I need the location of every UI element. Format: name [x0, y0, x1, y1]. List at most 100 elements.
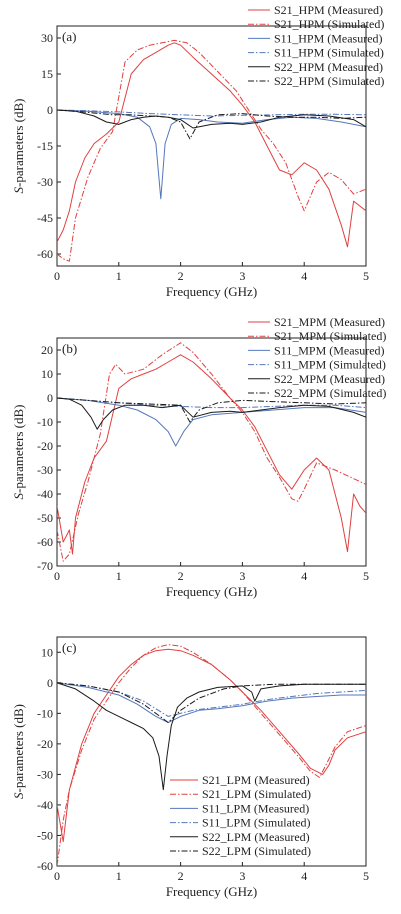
x-axis-title: Frequency (GHz)	[166, 584, 257, 599]
x-axis-title: Frequency (GHz)	[166, 284, 257, 299]
legend-label: S21_MPM (Measured)	[274, 315, 385, 329]
y-axis-title: S-parameters (dB)	[11, 704, 26, 799]
series-line-3	[57, 682, 366, 723]
plot-frame	[56, 636, 367, 867]
y-axis-title-text: -parameters (dB)	[11, 405, 26, 493]
series-line-1	[57, 354, 366, 555]
y-tick-label: -50	[37, 511, 53, 525]
legend-label: S21_LPM (Simulated)	[202, 787, 311, 801]
y-tick-label: -20	[37, 737, 53, 751]
x-tick-label: 3	[239, 569, 245, 583]
series-line-2	[57, 342, 366, 562]
y-tick-label: -20	[37, 439, 53, 453]
y-tick-label: 10	[41, 367, 53, 381]
legend-label: S21_HPM (Simulated)	[274, 17, 384, 31]
series-line-3	[57, 109, 366, 200]
legend-label: S11_HPM (Measured)	[274, 31, 383, 45]
y-axis-title: S-parameters (dB)	[11, 405, 26, 500]
y-tick-label: -10	[37, 415, 53, 429]
legend-label: S22_MPM (Measured)	[274, 372, 385, 386]
legend-label: S11_MPM (Simulated)	[274, 358, 386, 372]
legend: S21_HPM (Measured)S21_HPM (Simulated)S11…	[248, 3, 384, 88]
y-tick-label: -60	[37, 859, 53, 873]
x-tick-label: 3	[239, 869, 245, 883]
series-group	[57, 644, 366, 866]
series-group	[57, 342, 366, 562]
y-axis-title: S-parameters (dB)	[11, 99, 26, 194]
x-tick-label: 4	[301, 569, 307, 583]
x-tick-label: 0	[54, 569, 60, 583]
legend-label: S11_LPM (Measured)	[202, 801, 309, 815]
y-tick-label: -30	[37, 463, 53, 477]
panel-tag: (a)	[62, 29, 76, 44]
series-group	[57, 39, 366, 262]
y-tick-label: -30	[37, 767, 53, 781]
series-line-3	[57, 397, 366, 447]
x-tick-label: 4	[301, 269, 307, 283]
y-tick-label: -30	[37, 175, 53, 189]
series-line-1	[57, 42, 366, 248]
legend-label: S22_HPM (Measured)	[274, 60, 383, 74]
legend-label: S22_LPM (Measured)	[202, 830, 310, 844]
x-tick-label: 5	[363, 869, 369, 883]
y-tick-label: 0	[47, 676, 53, 690]
y-tick-label: -40	[37, 798, 53, 812]
chart-panel-3: 0 1 2 3 4 5 10 0 -10 -20 -30 -40 -50 -60 (c) Frequency …	[11, 636, 369, 899]
series-line-5	[57, 109, 366, 129]
x-tick-label: 1	[116, 269, 122, 283]
y-tick-label: -45	[37, 211, 53, 225]
legend-label: S11_MPM (Measured)	[274, 343, 385, 357]
y-tick-label: 10	[41, 645, 53, 659]
x-tick-label: 2	[178, 869, 184, 883]
x-tick-label: 1	[116, 869, 122, 883]
x-tick-label: 4	[301, 869, 307, 883]
legend-label: S21_HPM (Measured)	[274, 3, 383, 17]
series-line-6	[57, 397, 366, 423]
y-tick-label: -60	[37, 535, 53, 549]
x-tick-label: 5	[363, 269, 369, 283]
y-tick-label: -15	[37, 139, 53, 153]
y-tick-label: -50	[37, 828, 53, 842]
y-axis-title-symbol: S	[11, 186, 26, 193]
x-tick-label: 3	[239, 269, 245, 283]
y-tick-label: 0	[47, 391, 53, 405]
legend-label: S21_LPM (Measured)	[202, 773, 310, 787]
series-line-6	[57, 682, 366, 723]
y-axis-title-text: -parameters (dB)	[11, 99, 26, 187]
y-axis-title-symbol: S	[11, 792, 26, 799]
series-line-6	[57, 109, 366, 140]
series-line-2	[57, 644, 366, 866]
legend-label: S21_MPM (Simulated)	[274, 329, 386, 343]
panel-tag: (c)	[62, 640, 76, 655]
plot-frame	[56, 337, 367, 567]
x-tick-label: 1	[116, 569, 122, 583]
y-axis-title-symbol: S	[11, 492, 26, 499]
y-tick-label: -40	[37, 487, 53, 501]
legend-label: S11_HPM (Simulated)	[274, 46, 384, 60]
y-tick-label: -70	[37, 559, 53, 573]
y-tick-label: -10	[37, 706, 53, 720]
panel-tag: (b)	[62, 341, 77, 356]
y-tick-label: -60	[37, 247, 53, 261]
series-line-4	[57, 109, 366, 117]
legend-label: S22_MPM (Simulated)	[274, 386, 386, 400]
x-axis-title: Frequency (GHz)	[166, 884, 257, 899]
chart-panel-2: 0 1 2 3 4 5 20 10 0 -10 -20 -30 -40 -50 -60 -70 (b) Frequ…	[11, 315, 386, 599]
x-tick-label: 2	[178, 569, 184, 583]
x-tick-label: 0	[54, 869, 60, 883]
series-line-2	[57, 39, 366, 262]
x-tick-label: 0	[54, 269, 60, 283]
x-tick-label: 2	[178, 269, 184, 283]
legend: S21_LPM (Measured)S21_LPM (Simulated)S11…	[170, 773, 311, 858]
legend-label: S22_HPM (Simulated)	[274, 74, 384, 88]
y-tick-label: 30	[41, 31, 53, 45]
legend-label: S22_LPM (Simulated)	[202, 844, 311, 858]
y-tick-label: 0	[47, 103, 53, 117]
x-tick-label: 5	[363, 569, 369, 583]
y-tick-label: 15	[41, 67, 53, 81]
y-tick-label: 20	[41, 343, 53, 357]
y-axis-title-text: -parameters (dB)	[11, 704, 26, 792]
legend: S21_MPM (Measured)S21_MPM (Simulated)S11…	[248, 315, 386, 400]
